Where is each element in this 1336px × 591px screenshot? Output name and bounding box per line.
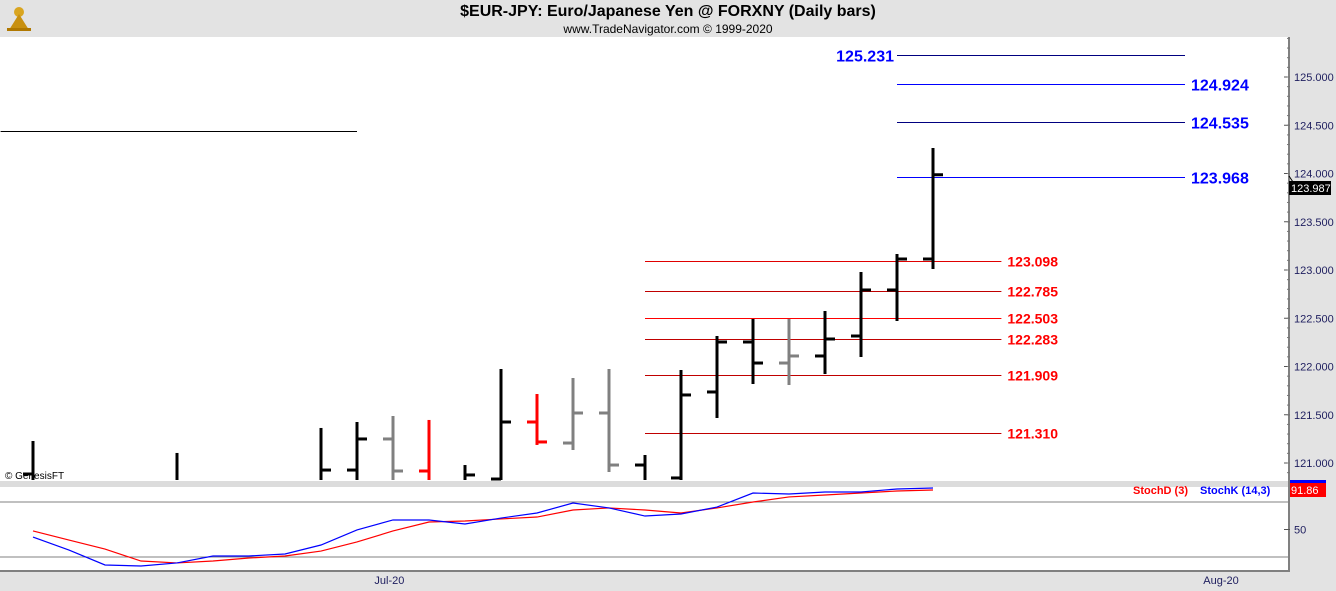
level-label: 122.283 <box>1007 332 1058 348</box>
level-label: 122.503 <box>1007 311 1058 327</box>
last-price-bg <box>1289 181 1331 195</box>
stoch-tick-label: 50 <box>1294 525 1306 537</box>
level-label: 124.535 <box>1191 116 1249 133</box>
price-bar <box>635 454 647 480</box>
price-bar <box>599 369 619 472</box>
stoch-pane[interactable] <box>0 487 1288 570</box>
price-bar <box>491 369 511 481</box>
chart-title: $EUR-JPY: Euro/Japanese Yen @ FORXNY (Da… <box>460 3 876 20</box>
stoch-value-bar <box>1290 480 1326 483</box>
y-tick-label: 124.500 <box>1294 120 1334 132</box>
stochd-legend: StochD (3) <box>1133 485 1188 497</box>
stoch-line-k <box>32 487 934 567</box>
y-tick-label: 123.000 <box>1294 265 1334 277</box>
price-bar <box>707 336 727 419</box>
price-bar <box>23 440 35 480</box>
price-bar <box>527 394 547 445</box>
y-tick-label: 121.000 <box>1294 458 1334 470</box>
price-bar <box>743 319 763 384</box>
price-bar <box>383 416 403 480</box>
level-label: 121.909 <box>1007 368 1058 384</box>
y-tick-label: 122.500 <box>1294 313 1334 325</box>
x-tick-label: Aug-20 <box>1203 575 1238 587</box>
level-label: 123.968 <box>1191 171 1249 188</box>
level-label: 125.231 <box>836 49 894 66</box>
price-bar <box>463 465 475 480</box>
price-bar <box>319 427 331 480</box>
price-bar <box>563 377 583 450</box>
stoch-last-value: 91.86 <box>1291 485 1319 497</box>
price-bar <box>851 272 871 358</box>
chart-subtitle: www.TradeNavigator.com © 1999-2020 <box>563 22 773 36</box>
level-label: 123.098 <box>1007 254 1058 270</box>
x-tick-label: Jul-20 <box>374 575 404 587</box>
y-tick-label: 123.500 <box>1294 217 1334 229</box>
price-bar <box>923 148 943 270</box>
price-pane[interactable] <box>0 37 1288 481</box>
y-tick-label: 121.500 <box>1294 410 1334 422</box>
last-price-label: 123.987 <box>1291 183 1331 195</box>
copyright-label: © GenesisFT <box>5 471 64 482</box>
level-label: 121.310 <box>1007 426 1058 442</box>
y-tick-label: 125.000 <box>1294 72 1334 84</box>
price-bar <box>671 369 691 480</box>
level-label: 122.785 <box>1007 284 1058 300</box>
stoch-line-d <box>32 489 934 564</box>
stochk-legend: StochK (14,3) <box>1200 485 1271 497</box>
price-bar <box>419 419 431 480</box>
price-bar <box>815 311 835 375</box>
price-bar <box>779 319 799 386</box>
tradenavigator-logo-icon <box>7 7 31 31</box>
y-tick-label: 122.000 <box>1294 362 1334 374</box>
price-bar <box>347 421 367 480</box>
stoch-value-bg <box>1290 482 1326 497</box>
pane-separator[interactable] <box>0 481 1288 487</box>
y-tick-label: 124.000 <box>1294 169 1334 181</box>
level-label: 124.924 <box>1191 78 1249 95</box>
price-bar <box>887 253 907 321</box>
